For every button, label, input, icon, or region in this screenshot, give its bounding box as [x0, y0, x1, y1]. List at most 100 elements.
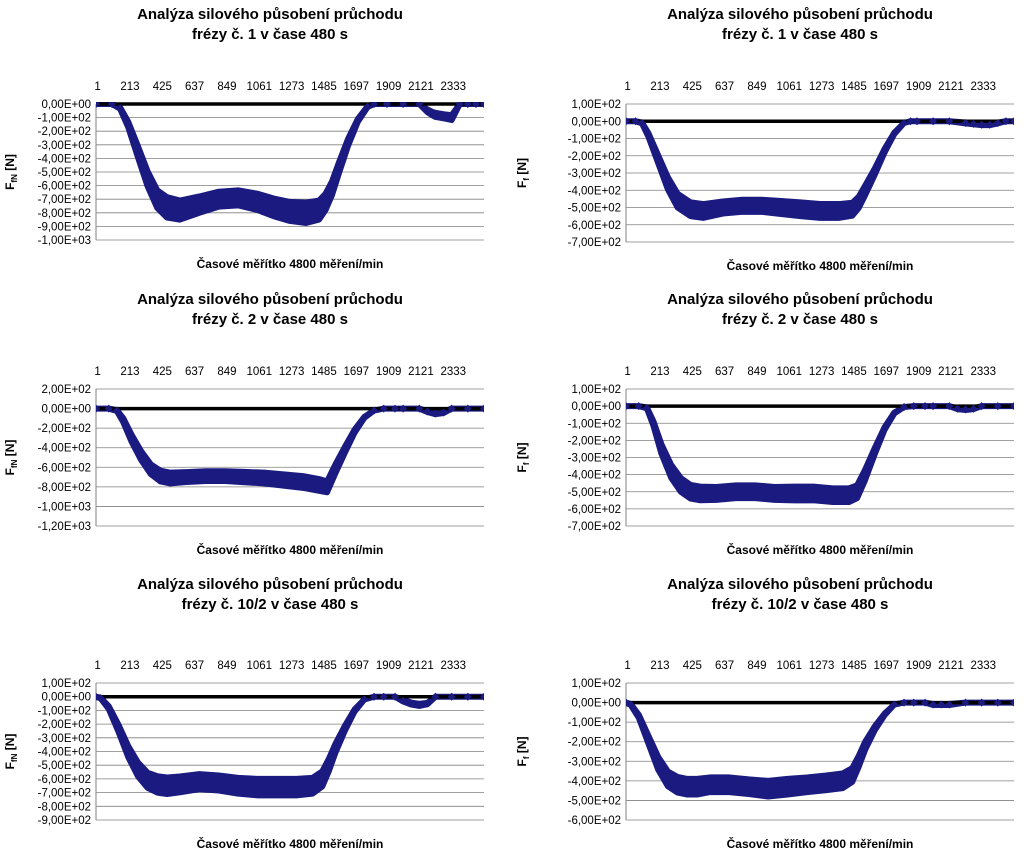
data-point — [725, 780, 734, 789]
data-point — [124, 747, 133, 756]
y-tick-label: -3,00E+02 — [38, 140, 91, 152]
chart-title-line: frézy č. 10/2 v čase 480 s — [182, 596, 359, 613]
data-point — [770, 489, 779, 498]
x-tick-label: 1909 — [376, 366, 402, 378]
data-point — [96, 692, 100, 701]
chart-svg: Analýza silového působení průchodu frézy … — [3, 291, 484, 557]
y-tick-label: 1,00E+02 — [41, 678, 91, 690]
data-point — [757, 201, 766, 210]
data-point — [1001, 117, 1010, 126]
x-tick-label: 1909 — [906, 660, 932, 672]
data-point — [667, 467, 676, 476]
data-point — [870, 724, 879, 733]
y-tick-label: -4,00E+02 — [38, 443, 91, 455]
data-point — [146, 465, 155, 474]
y-tick-label: -7,00E+02 — [38, 194, 91, 206]
data-point — [240, 473, 249, 482]
y-axis-label: FfN [N] — [3, 734, 19, 770]
y-tick-label: 0,00E+00 — [41, 99, 91, 111]
chart-svg: Analýza silového působení průchodu frézy … — [3, 6, 484, 271]
x-tick-label: 1485 — [311, 660, 337, 672]
data-point — [802, 780, 811, 789]
data-point — [657, 444, 666, 453]
data-point — [673, 196, 682, 205]
x-tick-label: 637 — [185, 81, 204, 93]
data-point — [298, 477, 307, 486]
data-point — [783, 782, 792, 791]
data-point — [993, 698, 1002, 707]
data-point — [447, 404, 456, 413]
x-tick-label: 1061 — [776, 366, 802, 378]
data-point — [463, 404, 472, 413]
data-point — [744, 782, 753, 791]
data-point — [96, 404, 100, 413]
data-point — [370, 692, 379, 701]
x-tick-label: 425 — [153, 660, 172, 672]
x-tick-label: 213 — [650, 366, 669, 378]
data-point — [693, 782, 702, 791]
data-point — [279, 476, 288, 485]
data-point — [634, 402, 643, 411]
data-point — [696, 489, 705, 498]
x-tick-label: 425 — [683, 660, 702, 672]
y-tick-label: -5,00E+02 — [568, 795, 621, 807]
data-point — [104, 703, 113, 712]
x-tick-label: 1697 — [343, 366, 369, 378]
data-point — [327, 184, 336, 193]
data-point — [96, 694, 105, 703]
data-point — [985, 120, 994, 129]
data-point — [663, 179, 672, 188]
chart-title-line: Analýza silového působení průchodu — [137, 291, 403, 308]
x-tick-label: 1485 — [311, 366, 337, 378]
data-point — [993, 118, 1002, 127]
data-point — [993, 402, 1002, 411]
x-tick-label: 1697 — [873, 366, 899, 378]
data-point — [153, 780, 162, 789]
data-point — [370, 102, 379, 108]
x-tick-label: 2333 — [440, 660, 466, 672]
y-tick-label: -3,00E+02 — [568, 453, 621, 465]
x-tick-label: 1061 — [246, 660, 272, 672]
data-point — [166, 474, 175, 483]
chart-svg: Analýza silového působení průchodu frézy … — [515, 576, 1014, 851]
chart-title-line: frézy č. 1 v čase 480 s — [192, 26, 348, 43]
data-point — [108, 102, 117, 108]
data-point — [1010, 402, 1014, 411]
y-tick-label: 0,00E+00 — [571, 116, 621, 128]
y-tick-label: -8,00E+02 — [38, 801, 91, 813]
data-point — [828, 491, 837, 500]
y-tick-label: 2,00E+02 — [41, 384, 91, 396]
data-point — [751, 487, 760, 496]
y-tick-label: -3,00E+02 — [568, 168, 621, 180]
data-point — [363, 102, 372, 111]
chart-svg: Analýza silového působení průchodu frézy … — [515, 291, 1014, 557]
data-point — [308, 781, 317, 790]
x-tick-label: 1 — [94, 366, 100, 378]
x-tick-label: 1697 — [873, 660, 899, 672]
data-point — [253, 783, 262, 792]
data-point — [201, 472, 210, 481]
data-point — [331, 465, 340, 474]
y-tick-label: 1,00E+02 — [571, 678, 621, 690]
data-point — [234, 781, 243, 790]
data-point — [626, 117, 630, 126]
data-point — [626, 700, 635, 709]
data-point — [447, 692, 456, 701]
x-tick-label: 1061 — [246, 81, 272, 93]
data-point — [634, 712, 643, 721]
data-point — [676, 480, 685, 489]
y-axis-label: Ff [N] — [515, 442, 531, 472]
data-point — [463, 102, 472, 108]
data-point — [221, 472, 230, 481]
x-tick-label: 637 — [715, 660, 734, 672]
x-tick-label: 849 — [217, 81, 236, 93]
y-tick-label: -2,00E+02 — [38, 126, 91, 138]
y-tick-label: -7,00E+02 — [568, 521, 621, 533]
data-point — [253, 197, 262, 206]
series-band — [96, 693, 484, 799]
data-point — [214, 195, 223, 204]
data-point — [638, 118, 647, 127]
data-point — [423, 407, 432, 416]
data-point — [848, 205, 857, 214]
data-point — [447, 113, 456, 122]
